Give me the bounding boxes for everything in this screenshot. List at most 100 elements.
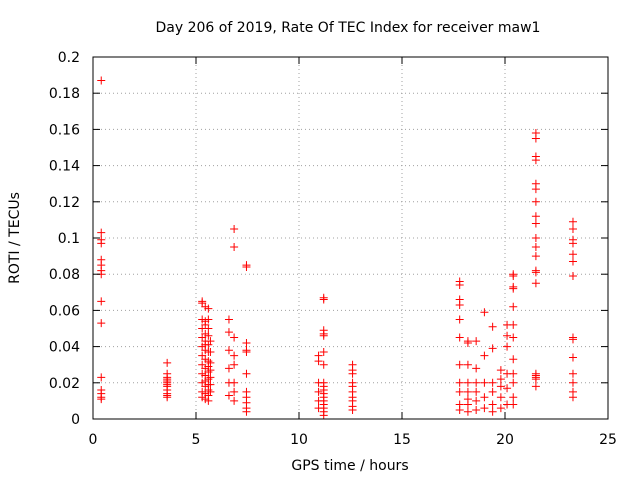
data-point bbox=[163, 393, 172, 402]
data-point bbox=[97, 373, 106, 382]
data-point bbox=[480, 351, 489, 360]
data-point bbox=[314, 387, 323, 396]
data-point bbox=[488, 344, 497, 353]
data-point bbox=[319, 331, 328, 340]
data-point bbox=[97, 76, 106, 85]
data-point bbox=[531, 197, 540, 206]
y-tick-labels: 0 0.02 0.04 0.06 0.08 0.1 0.12 0.14 0.16 0.18 0.2 bbox=[49, 50, 80, 428]
data-point bbox=[230, 243, 239, 252]
data-point bbox=[472, 396, 481, 405]
y-tick-label: 0.02 bbox=[49, 376, 80, 392]
data-point bbox=[242, 348, 251, 357]
y-tick-label: 0.16 bbox=[49, 122, 80, 138]
data-point bbox=[224, 364, 233, 373]
data-point bbox=[568, 369, 577, 378]
data-point bbox=[496, 393, 505, 402]
data-point bbox=[496, 366, 505, 375]
data-point bbox=[496, 375, 505, 384]
data-point bbox=[224, 328, 233, 337]
data-point bbox=[206, 366, 215, 375]
data-point bbox=[206, 380, 215, 389]
data-point bbox=[509, 369, 518, 378]
data-point bbox=[480, 308, 489, 317]
data-point bbox=[472, 387, 481, 396]
y-axis-label: ROTI / TECUs bbox=[7, 192, 23, 284]
y-tick-label: 0.2 bbox=[58, 50, 80, 66]
data-point bbox=[531, 234, 540, 242]
data-point bbox=[319, 411, 328, 420]
data-point bbox=[97, 297, 106, 306]
y-tick-label: 0.1 bbox=[58, 231, 80, 247]
data-point bbox=[242, 262, 251, 271]
data-point bbox=[455, 333, 464, 342]
y-tick-label: 0.14 bbox=[49, 159, 80, 175]
data-point bbox=[568, 378, 577, 387]
data-point bbox=[242, 338, 251, 347]
x-tick-label: 15 bbox=[393, 432, 411, 448]
data-point bbox=[480, 404, 489, 413]
data-point bbox=[480, 378, 489, 387]
data-point bbox=[314, 357, 323, 366]
data-point bbox=[568, 257, 577, 266]
data-point bbox=[463, 378, 472, 387]
data-point bbox=[531, 382, 540, 391]
data-point bbox=[224, 315, 233, 324]
data-point bbox=[488, 378, 497, 387]
data-point bbox=[531, 243, 540, 252]
data-point bbox=[204, 315, 213, 324]
data-point bbox=[206, 348, 215, 357]
data-point bbox=[230, 351, 239, 360]
chart-title: Day 206 of 2019, Rate Of TEC Index for r… bbox=[156, 20, 541, 36]
data-point bbox=[531, 375, 540, 384]
data-point bbox=[488, 322, 497, 331]
data-point bbox=[488, 387, 497, 396]
y-tick-label: 0.06 bbox=[49, 303, 80, 319]
data-point bbox=[97, 239, 106, 248]
data-point bbox=[97, 319, 106, 328]
data-point bbox=[509, 272, 518, 281]
data-point bbox=[509, 320, 518, 329]
data-point bbox=[163, 358, 172, 367]
y-tick-label: 0.18 bbox=[49, 86, 80, 102]
data-point bbox=[455, 315, 464, 324]
data-point bbox=[531, 252, 540, 261]
data-point bbox=[230, 224, 239, 233]
data-point bbox=[319, 360, 328, 369]
data-point bbox=[568, 272, 577, 281]
data-point bbox=[531, 156, 540, 165]
data-point bbox=[206, 358, 215, 367]
data-point bbox=[206, 387, 215, 396]
x-tick-label: 10 bbox=[290, 432, 308, 448]
data-point bbox=[509, 302, 518, 311]
data-point bbox=[531, 212, 540, 221]
data-point bbox=[204, 331, 213, 340]
data-point bbox=[319, 295, 328, 304]
data-point bbox=[531, 185, 540, 194]
data-point bbox=[230, 387, 239, 396]
data-point bbox=[568, 353, 577, 362]
axis-ticks bbox=[92, 56, 609, 420]
data-point bbox=[230, 333, 239, 342]
data-point bbox=[455, 360, 464, 369]
data-point bbox=[568, 239, 577, 248]
grid bbox=[93, 57, 608, 419]
data-point bbox=[509, 393, 518, 402]
data-point bbox=[568, 224, 577, 233]
data-point bbox=[472, 378, 481, 387]
data-point bbox=[472, 337, 481, 346]
data-point bbox=[455, 300, 464, 309]
data-point bbox=[503, 331, 512, 340]
x-tick-label: 20 bbox=[496, 432, 514, 448]
data-point bbox=[509, 378, 518, 387]
data-point bbox=[480, 393, 489, 402]
data-point bbox=[463, 407, 472, 416]
data-point bbox=[204, 324, 213, 333]
y-tick-label: 0.04 bbox=[49, 340, 80, 356]
data-point bbox=[204, 396, 213, 405]
x-tick-label: 5 bbox=[192, 432, 201, 448]
x-tick-labels: 0 5 10 15 20 25 bbox=[89, 432, 617, 448]
data-point bbox=[531, 279, 540, 288]
data-point bbox=[463, 387, 472, 396]
data-point bbox=[509, 284, 518, 293]
